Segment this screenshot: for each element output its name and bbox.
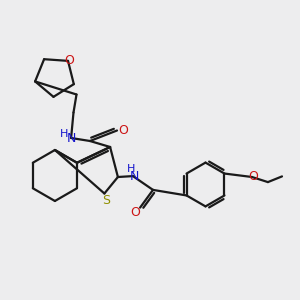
Text: O: O <box>249 170 258 183</box>
Text: H: H <box>59 129 68 140</box>
Text: O: O <box>119 124 128 137</box>
Text: N: N <box>130 169 139 183</box>
Text: O: O <box>64 54 74 67</box>
Text: S: S <box>102 194 110 207</box>
Text: N: N <box>66 131 76 145</box>
Text: O: O <box>130 206 140 220</box>
Text: H: H <box>127 164 136 174</box>
